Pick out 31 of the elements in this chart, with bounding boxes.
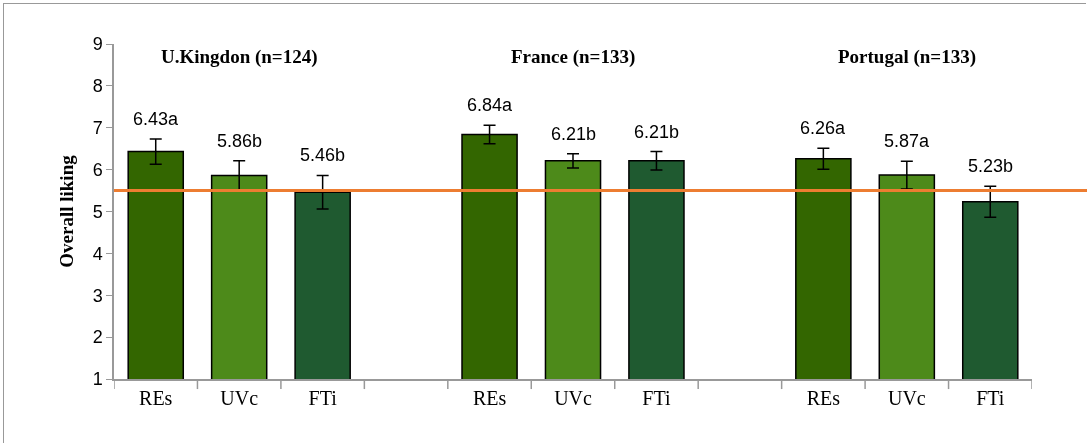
y-tick-label: 2 [92,327,103,348]
y-tick-label: 4 [92,243,103,264]
x-tick-label: REs [806,386,841,409]
x-tick-label: FTi [976,386,1005,409]
data-label: 5.87a [884,131,931,151]
annotation: France (n=133) [511,46,636,68]
x-tick-label: FTi [642,386,671,409]
x-tick-label: UVc [554,386,592,409]
data-label: 6.43a [133,109,180,129]
data-label: 5.23b [968,156,1014,176]
data-label: 6.84a [467,95,514,115]
y-tick-label: 8 [92,76,103,97]
annotation: U.Kingdon (n=124) [161,46,318,68]
x-tick-label: REs [139,386,173,409]
data-label: 5.86b [217,131,263,151]
data-label: 6.26a [800,118,847,138]
annotation: Portugal (n=133) [838,46,977,68]
x-tick-label: FTi [308,386,338,409]
y-tick-label: 1 [92,369,103,390]
data-label: 6.21b [551,124,597,144]
y-tick-label: 3 [92,285,103,306]
data-label: 5.46b [300,145,346,165]
y-tick-label: 6 [92,159,103,180]
data-label: 6.21b [634,122,680,142]
y-tick-label: 5 [92,201,103,222]
x-tick-label: UVc [220,386,259,409]
x-tick-label: REs [472,386,507,409]
x-tick-label: UVc [887,386,926,409]
y-tick-label: 7 [92,118,103,139]
y-axis-title: Overall liking [55,154,77,268]
y-tick-label: 9 [92,34,103,55]
